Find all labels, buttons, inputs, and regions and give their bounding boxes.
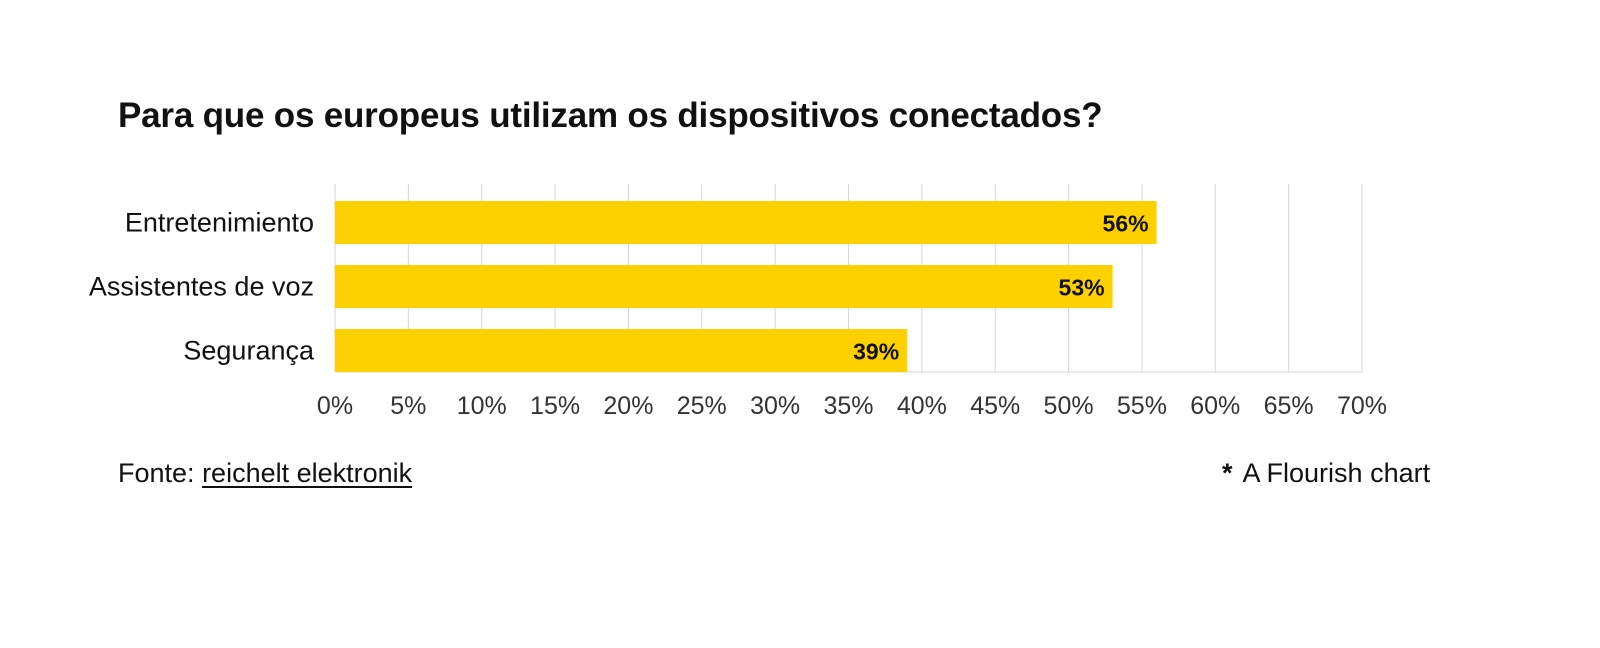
bar-data-label: 53% — [1059, 275, 1105, 301]
category-label: Entretenimiento — [125, 208, 314, 238]
x-tick-label: 60% — [1190, 392, 1240, 420]
bar — [335, 265, 1113, 308]
x-axis-ticks: 0% 5% 10% 15% 20% 25% 30% 35% 40% 45% 50% 55% 60% 65%… — [317, 392, 1387, 420]
bars: 56% 53% 39% — [335, 201, 1157, 372]
x-tick-label: 20% — [603, 392, 653, 420]
x-tick-label: 10% — [457, 392, 507, 420]
x-tick-label: 65% — [1264, 392, 1314, 420]
flourish-credit-text: A Flourish chart — [1242, 458, 1431, 488]
bar-data-label: 56% — [1103, 211, 1149, 237]
flourish-star-icon: * — [1222, 458, 1233, 488]
x-tick-label: 70% — [1337, 392, 1387, 420]
source-note: Fonte: reichelt elektronik — [118, 458, 412, 489]
flourish-credit[interactable]: * A Flourish chart — [1222, 458, 1430, 489]
category-labels: Entretenimiento Assistentes de voz Seguran… — [89, 208, 315, 366]
chart-title: Para que os europeus utilizam os disposi… — [118, 96, 1103, 135]
x-tick-label: 15% — [530, 392, 580, 420]
bar — [335, 201, 1157, 244]
x-tick-label: 0% — [317, 392, 353, 420]
source-link[interactable]: reichelt elektronik — [202, 458, 413, 488]
source-prefix: Fonte: — [118, 458, 195, 488]
x-tick-label: 40% — [897, 392, 947, 420]
category-label: Assistentes de voz — [89, 272, 314, 302]
x-tick-label: 50% — [1044, 392, 1094, 420]
x-tick-label: 30% — [750, 392, 800, 420]
bar — [335, 329, 908, 372]
x-tick-label: 55% — [1117, 392, 1167, 420]
x-tick-label: 35% — [823, 392, 873, 420]
x-tick-label: 25% — [677, 392, 727, 420]
x-tick-label: 5% — [390, 392, 426, 420]
x-tick-label: 45% — [970, 392, 1020, 420]
bar-data-label: 39% — [853, 339, 899, 365]
category-label: Segurança — [183, 336, 315, 366]
